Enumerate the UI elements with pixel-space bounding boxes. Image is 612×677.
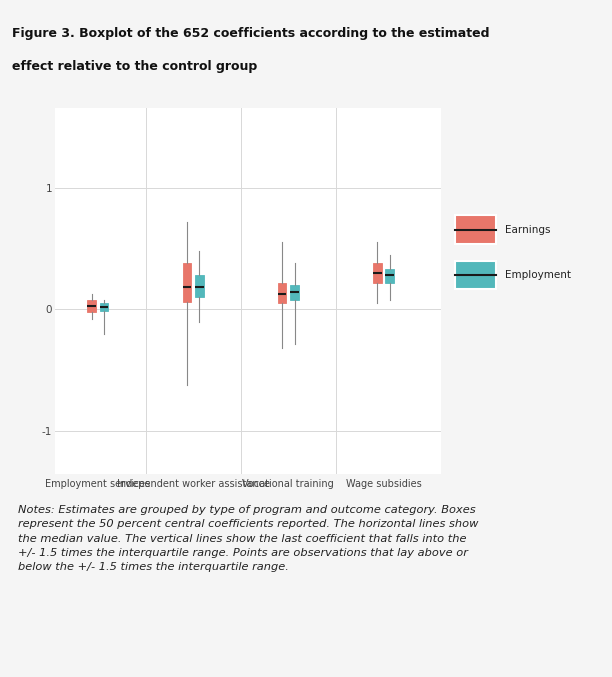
PathPatch shape xyxy=(278,282,286,303)
PathPatch shape xyxy=(100,303,108,311)
Text: Earnings: Earnings xyxy=(504,225,550,234)
Text: Employment: Employment xyxy=(504,270,570,280)
PathPatch shape xyxy=(386,269,394,282)
PathPatch shape xyxy=(290,285,299,300)
Text: effect relative to the control group: effect relative to the control group xyxy=(12,60,258,73)
PathPatch shape xyxy=(88,300,96,312)
PathPatch shape xyxy=(373,263,382,282)
PathPatch shape xyxy=(195,276,204,297)
Text: Figure 3. Boxplot of the 652 coefficients according to the estimated: Figure 3. Boxplot of the 652 coefficient… xyxy=(12,27,490,41)
Text: Notes: Estimates are grouped by type of program and outcome category. Boxes
repr: Notes: Estimates are grouped by type of … xyxy=(18,505,479,572)
PathPatch shape xyxy=(182,263,191,302)
FancyBboxPatch shape xyxy=(455,261,496,289)
FancyBboxPatch shape xyxy=(455,215,496,244)
